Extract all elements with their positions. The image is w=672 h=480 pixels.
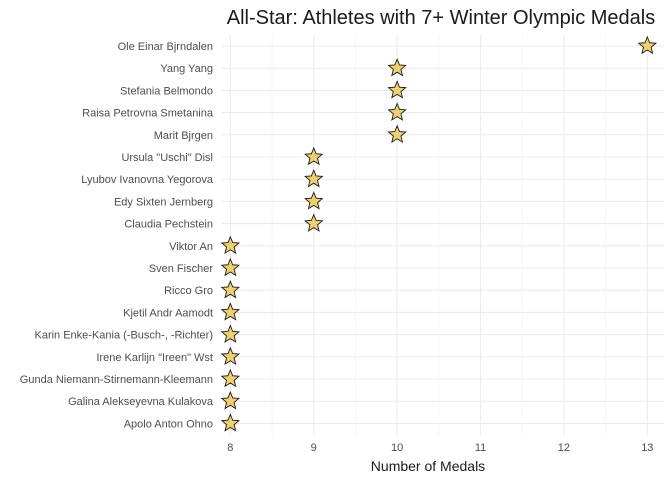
x-axis-title: Number of Medals [371,458,485,474]
data-point-star [304,169,324,188]
y-tick-labels: Ole Einar Bjrndalen Yang Yang Stefania Bel… [20,41,214,430]
y-tick-label: Kjetil Andr Aamodt [123,307,213,319]
y-tick-label: Apolo Anton Ohno [124,418,213,430]
data-point-star [637,35,658,55]
chart-title: All-Star: Athletes with 7+ Winter Olympi… [227,7,655,29]
data-point-star [387,80,407,99]
y-tick-label: Marit Bjrgen [154,130,213,142]
y-tick-label: Galina Alekseyevna Kulakova [68,396,214,408]
y-tick-label: Yang Yang [160,63,213,75]
data-point-star [220,368,241,388]
data-point-star [220,235,241,255]
grid [222,35,664,436]
y-tick-label: Lyubov Ivanovna Yegorova [81,174,214,186]
data-point-star [220,280,241,299]
data-point-star [220,324,241,343]
x-tick-label: 12 [558,442,570,454]
y-tick-label: Ricco Gro [164,285,213,297]
data-point-star [387,124,407,144]
x-tick-label: 9 [311,442,317,454]
y-tick-label: Irene Karlijn "Ireen" Wst [96,352,213,364]
data-point-star [304,146,324,166]
x-tick-label: 11 [475,442,486,454]
y-tick-label: Ole Einar Bjrndalen [118,41,213,53]
data-points [220,35,658,432]
y-tick-label: Karin Enke-Kania (-Busch-, -Richter) [34,330,213,342]
data-point-star [304,213,324,232]
y-tick-label: Claudia Pechstein [124,219,213,231]
x-tick-labels: 8 9 10 11 12 13 [227,442,653,454]
y-tick-label: Viktor An [169,241,213,253]
data-point-star [220,413,241,432]
data-point-star [387,102,407,121]
data-point-star [220,346,241,366]
data-point-star [220,391,241,410]
y-tick-label: Ursula "Uschi" Disl [121,152,213,164]
data-point-star [220,302,241,321]
x-tick-label: 8 [227,442,233,454]
y-tick-label: Stefania Belmondo [120,85,213,97]
y-tick-label: Raisa Petrovna Smetanina [82,108,214,120]
x-tick-label: 10 [391,442,403,454]
data-point-star [304,191,324,210]
data-point-star [387,58,407,77]
y-tick-label: Gunda Niemann-Stirnemann-Kleemann [20,374,213,386]
x-tick-label: 13 [641,442,653,454]
data-point-star [220,257,241,277]
y-tick-label: Edy Sixten Jernberg [114,196,213,208]
y-tick-label: Sven Fischer [149,263,214,275]
